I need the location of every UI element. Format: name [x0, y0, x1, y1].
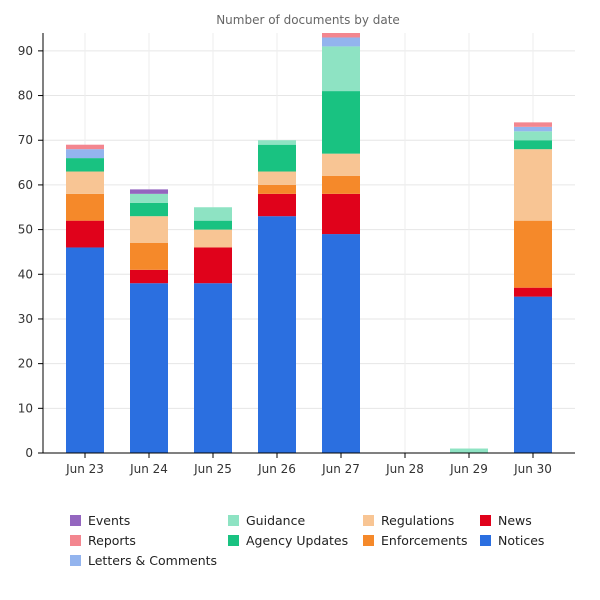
bar-segment-regulations — [258, 171, 296, 185]
y-tick-label: 20 — [18, 357, 33, 371]
bar-segment-letters-comments — [66, 149, 104, 159]
legend-label: Guidance — [246, 512, 306, 528]
bar-segment-guidance — [130, 193, 168, 203]
bar-segment-agency-updates — [322, 91, 360, 154]
bar-segment-letters-comments — [514, 126, 552, 132]
bar-segment-news — [514, 287, 552, 297]
bar-segment-notices — [322, 234, 360, 453]
bar-segment-agency-updates — [194, 220, 232, 230]
y-tick-label: 50 — [18, 223, 33, 237]
bar-segment-reports — [66, 144, 104, 150]
legend-swatch — [228, 534, 239, 546]
legend-swatch — [480, 534, 491, 546]
legend-item[interactable]: Guidance — [228, 510, 348, 530]
y-tick-label: 60 — [18, 178, 33, 192]
legend-column: Events Reports Letters & Comments — [70, 510, 217, 570]
bar-segment-guidance — [450, 448, 488, 453]
x-tick-label: Jun 23 — [65, 462, 104, 476]
x-tick-label: Jun 27 — [321, 462, 360, 476]
bar-segment-notices — [514, 296, 552, 453]
y-tick-label: 70 — [18, 133, 33, 147]
bar-segment-agency-updates — [258, 144, 296, 172]
bar-segment-enforcements — [258, 184, 296, 194]
y-tick-label: 0 — [25, 446, 33, 460]
legend-label: Regulations — [381, 512, 455, 528]
bar-segment-regulations — [514, 149, 552, 221]
legend-swatch — [228, 514, 239, 526]
bar-segment-enforcements — [130, 243, 168, 270]
legend-swatch — [70, 554, 81, 566]
x-tick-label: Jun 26 — [257, 462, 296, 476]
bar-segment-news — [130, 269, 168, 284]
legend-label: Letters & Comments — [88, 552, 218, 568]
bar-segment-guidance — [514, 131, 552, 141]
legend-item[interactable]: Letters & Comments — [70, 550, 217, 570]
bar-segment-notices — [258, 216, 296, 453]
bar-segment-enforcements — [322, 175, 360, 194]
bar-segment-events — [130, 189, 168, 194]
bar-segment-guidance — [194, 207, 232, 221]
bar-segment-reports — [514, 122, 552, 127]
legend-label: Enforcements — [381, 532, 468, 548]
legend-swatch — [363, 514, 374, 526]
x-tick-label: Jun 24 — [129, 462, 168, 476]
x-tick-label: Jun 25 — [193, 462, 232, 476]
bar-segment-news — [322, 193, 360, 235]
bar-segment-guidance — [258, 140, 296, 145]
legend-item[interactable]: News — [480, 510, 544, 530]
chart-title: Number of documents by date — [216, 13, 400, 27]
legend-item[interactable]: Agency Updates — [228, 530, 348, 550]
y-tick-label: 30 — [18, 312, 33, 326]
y-tick-label: 40 — [18, 267, 33, 281]
gridlines — [43, 33, 575, 454]
bar-segment-regulations — [130, 216, 168, 243]
bar-segment-guidance — [322, 46, 360, 92]
y-tick-label: 90 — [18, 44, 33, 58]
bar-segment-notices — [130, 283, 168, 453]
bar-segment-reports — [322, 33, 360, 38]
bar-segment-enforcements — [66, 193, 104, 221]
x-tick-label: Jun 28 — [385, 462, 424, 476]
axes: 0 10 20 30 40 50 60 70 80 90 Jun 23 Jun 24 Jun 25 Jun… — [18, 33, 575, 476]
legend-label: Agency Updates — [246, 532, 349, 548]
legend-swatch — [70, 534, 81, 546]
legend-item[interactable]: Reports — [70, 530, 217, 550]
bar-segment-agency-updates — [66, 158, 104, 172]
bar-segment-news — [258, 193, 296, 217]
bar-segment-regulations — [194, 229, 232, 248]
legend-swatch — [363, 534, 374, 546]
bar-segment-agency-updates — [514, 140, 552, 150]
bar-segment-notices — [194, 283, 232, 453]
legend-item[interactable]: Events — [70, 510, 217, 530]
legend-item[interactable]: Regulations — [363, 510, 468, 530]
y-tick-label: 80 — [18, 89, 33, 103]
bar-segment-regulations — [66, 171, 104, 194]
bar-segment-enforcements — [514, 220, 552, 288]
bar-segment-news — [66, 220, 104, 248]
legend-label: News — [498, 512, 532, 528]
x-tick-label: Jun 29 — [449, 462, 488, 476]
legend-column: Regulations Enforcements — [363, 510, 468, 550]
legend-column: Guidance Agency Updates — [228, 510, 348, 550]
bars — [66, 33, 552, 453]
bar-segment-agency-updates — [130, 202, 168, 217]
bar-segment-letters-comments — [322, 37, 360, 47]
bar-segment-notices — [66, 247, 104, 453]
legend-swatch — [70, 514, 81, 526]
legend-item[interactable]: Enforcements — [363, 530, 468, 550]
legend-item[interactable]: Notices — [480, 530, 544, 550]
legend-label: Notices — [498, 532, 545, 548]
x-tick-label: Jun 30 — [513, 462, 552, 476]
legend-label: Events — [88, 512, 131, 528]
y-tick-label: 10 — [18, 401, 33, 415]
bar-segment-news — [194, 247, 232, 284]
legend-swatch — [480, 514, 491, 526]
legend-column: News Notices — [480, 510, 544, 550]
bar-segment-regulations — [322, 153, 360, 176]
legend-label: Reports — [88, 532, 136, 548]
